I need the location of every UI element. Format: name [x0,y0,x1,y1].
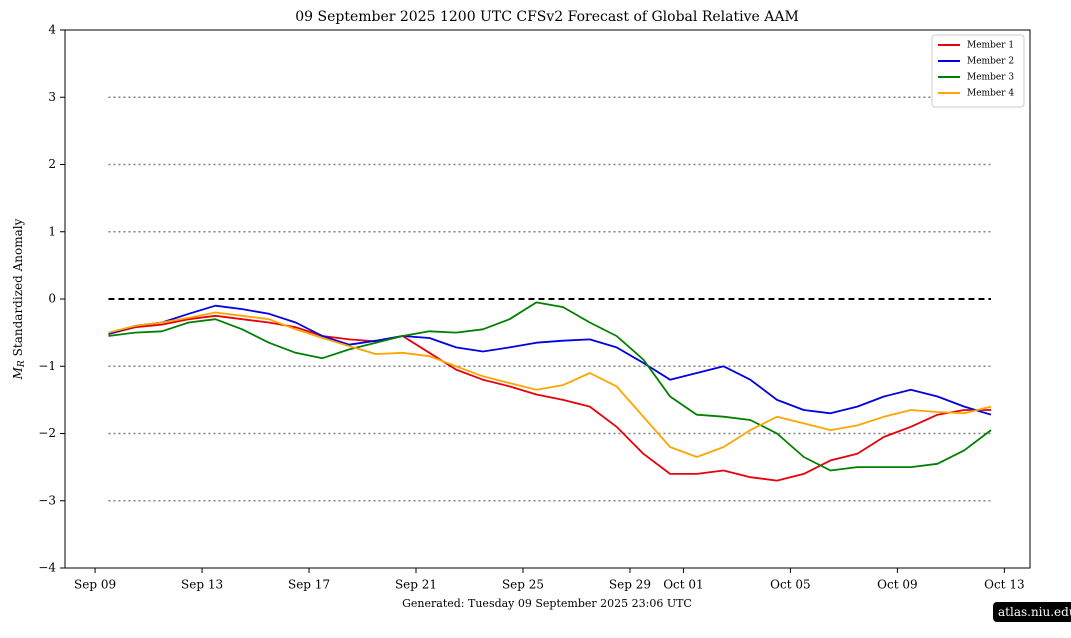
x-tick-label: Sep 29 [609,578,651,592]
legend-label: Member 4 [967,89,1014,99]
y-axis-label: MR Standardized Anomaly [11,218,27,380]
series-line [108,314,991,482]
y-label-text: Standardized Anomaly [11,218,25,356]
badge: atlas.niu.edu [993,602,1071,622]
x-tick-label: Oct 05 [770,578,810,592]
footer: Generated: Tuesday 09 September 2025 23:… [402,597,692,610]
y-tick-label: −4 [38,561,56,575]
x-tick-label: Oct 13 [984,578,1024,592]
legend: Member 1 Member 2 Member 3 Member 4 [931,34,1025,108]
y-label-subscript: R [17,360,27,368]
legend-label: Member 3 [967,73,1014,83]
y-tick-label: 1 [48,224,56,238]
y-tick-label: 4 [48,23,56,37]
y-tick-label: 3 [48,90,56,104]
legend-label: Member 2 [967,57,1014,67]
series-line [108,311,992,458]
x-tick-label: Sep 17 [288,578,330,592]
series-line [108,304,992,416]
y-tick-label: 2 [48,157,56,171]
y-tick-label: −3 [38,493,56,507]
series-line [108,301,992,472]
x-tick-label: Sep 13 [181,578,223,592]
x-tick-label: Sep 09 [74,578,116,592]
x-tick-label: Sep 21 [395,578,437,592]
x-tick-label: Sep 25 [502,578,544,592]
chart-title: 09 September 2025 1200 UTC CFSv2 Forecas… [295,9,799,25]
legend-box [931,34,1025,108]
y-tick-label: 0 [48,292,56,306]
x-tick-label: Oct 01 [663,578,703,592]
x-tick-label: Oct 09 [877,578,917,592]
legend-label: Member 1 [967,41,1014,51]
y-label-symbol: M [11,366,25,380]
y-tick-label: −2 [38,426,56,440]
y-tick-label: −1 [38,359,56,373]
